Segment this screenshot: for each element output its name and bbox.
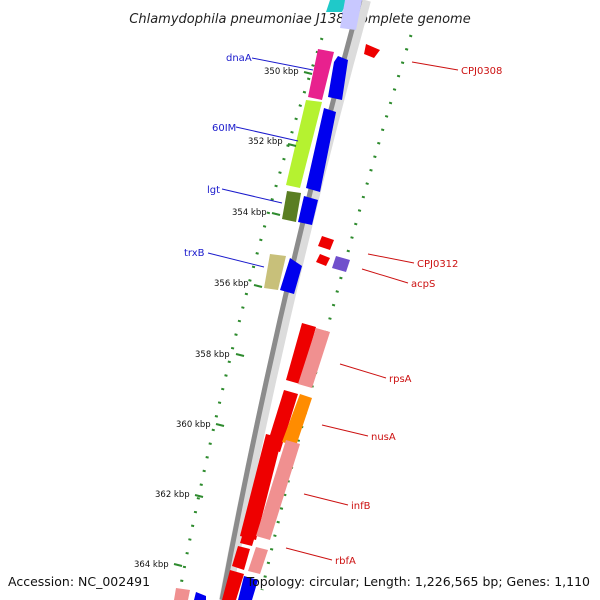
gene-label-trxB: trxB — [184, 248, 205, 259]
gene-block-lower-1 — [232, 546, 250, 570]
forward-arrow-1 — [328, 56, 348, 100]
accession-text: Accession: NC_002491 — [8, 574, 150, 589]
forward-arrow-4 — [280, 258, 302, 294]
gene-arrow-CPJ0312a — [318, 236, 334, 250]
outer-gene-blocks — [248, 0, 380, 574]
forward-arrow-3 — [298, 196, 318, 225]
gene-block-acpS — [332, 256, 350, 272]
genome-summary-text: Topology: circular; Length: 1,226,565 bp… — [246, 574, 590, 589]
gene-block-infB-pink — [256, 440, 300, 540]
gene-label-CPJ0308: CPJ0308 — [461, 66, 502, 77]
gene-label-dnaA: dnaA — [226, 53, 252, 64]
gene-label-rbfA: rbfA — [335, 556, 356, 567]
gene-block-bottom-pink — [174, 588, 190, 600]
forward-arrow-bottom-1 — [238, 576, 258, 600]
ticks: 350 kbp 352 kbp 354 kbp 356 kbp 358 kbp … — [134, 67, 313, 570]
forward-arrow-bottom-2 — [194, 592, 206, 600]
tick-label: 362 kbp — [155, 490, 190, 500]
map-title: Chlamydophila pneumoniae J138, complete … — [129, 12, 470, 27]
inner-ring-dots — [178, 37, 324, 591]
gene-label-60IM: 60IM — [212, 123, 236, 134]
gene-block-top-cyan — [326, 0, 348, 12]
gene-block-rbfA — [240, 530, 256, 546]
tick-label: 354 kbp — [232, 208, 267, 218]
gene-label-acpS: acpS — [411, 279, 435, 290]
gene-block-trxB — [264, 254, 286, 290]
gene-block-nusA-orange — [282, 394, 312, 446]
gene-block-top-lavender — [340, 0, 362, 30]
gene-block-60IM — [286, 100, 322, 188]
tick-label: 358 kbp — [195, 350, 230, 360]
backbone-shadow — [219, 0, 371, 600]
gene-arrow-CPJ0312b — [316, 254, 330, 266]
gene-label-CPJ0312: CPJ0312 — [417, 259, 458, 270]
tick-label: 364 kbp — [134, 560, 169, 570]
gene-label-lgt: lgt — [207, 185, 220, 196]
gene-block-rbfA-pink — [248, 547, 268, 574]
tick-label: 360 kbp — [176, 420, 211, 430]
gene-label-nusA: nusA — [371, 432, 396, 443]
gene-block-dnaA — [308, 49, 334, 100]
tick-label: 350 kbp — [264, 67, 299, 77]
forward-arrow-2 — [306, 108, 336, 192]
gene-block-lower-2 — [222, 570, 244, 600]
tick-label: 356 kbp — [214, 279, 249, 289]
gene-label-rpsA: rpsA — [389, 374, 412, 385]
tick-label: 352 kbp — [248, 137, 283, 147]
gene-block-lgt — [282, 191, 301, 222]
gene-block-rpsA-pink — [298, 328, 330, 388]
left-labels: dnaA 60IM lgt trxB — [184, 53, 314, 268]
gene-arrow-CPJ0308 — [364, 44, 380, 58]
gene-block-infB — [240, 434, 282, 540]
gene-block-rpsA — [286, 323, 316, 384]
gene-label-infB: infB — [351, 501, 371, 512]
right-labels: CPJ0308 CPJ0312 acpS rpsA nusA infB rbfA — [285, 61, 502, 567]
inner-gene-blocks — [174, 0, 348, 600]
